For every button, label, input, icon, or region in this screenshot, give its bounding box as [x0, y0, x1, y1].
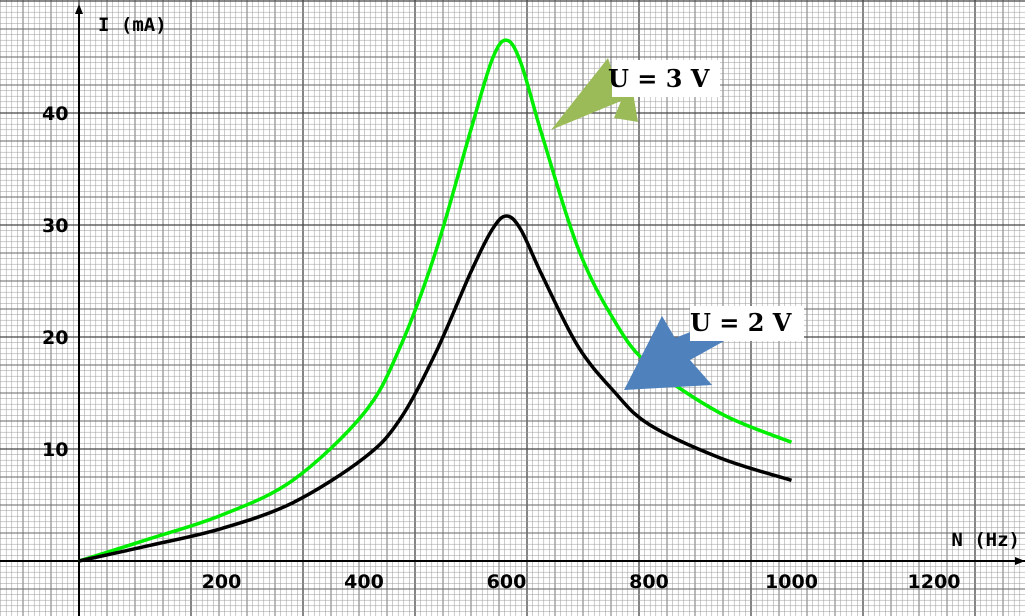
callout-box-3v [612, 60, 720, 97]
x-tick-label: 1200 [908, 571, 961, 593]
tick-labels: 200 400 600 800 1000 1200 10 20 30 40 [42, 103, 960, 593]
x-tick-label: 800 [629, 571, 669, 593]
y-axis-label: I (mA) [98, 14, 167, 36]
y-tick-label: 10 [42, 439, 68, 461]
y-axis-arrow [75, 4, 83, 14]
y-tick-label: 20 [42, 327, 68, 349]
x-tick-label: 400 [344, 571, 384, 593]
y-tick-label: 30 [42, 215, 68, 237]
callout-arrow-3v [551, 58, 638, 130]
callout-box-2v [690, 306, 804, 341]
y-tick-label: 40 [42, 103, 68, 125]
x-tick-label: 200 [202, 571, 242, 593]
x-axis-label: N (Hz) [951, 529, 1020, 551]
series-u2v-line [78, 214, 793, 563]
axes [0, 4, 1025, 616]
series-layer [78, 38, 793, 563]
x-tick-label: 600 [487, 571, 527, 593]
x-axis-arrow [1015, 557, 1025, 565]
x-tick-label: 1000 [765, 571, 818, 593]
callouts: U = 3 V U = 2 V [551, 58, 804, 390]
series-u3v-line [78, 38, 793, 563]
callout-label-2v: U = 2 V [690, 308, 792, 337]
callout-label-3v: U = 3 V [608, 64, 710, 93]
